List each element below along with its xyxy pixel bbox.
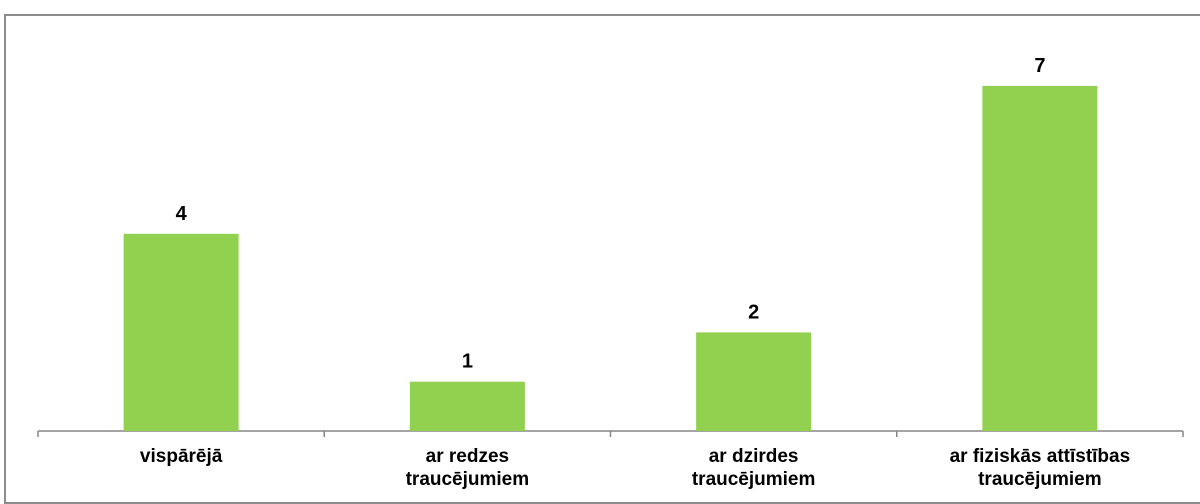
category-tick-label: ar redzes traucējumiem xyxy=(406,446,530,490)
bar-value-label: 2 xyxy=(748,301,759,323)
bar xyxy=(696,332,812,431)
bar-value-label: 1 xyxy=(462,351,473,373)
bar xyxy=(409,381,525,431)
category-tick-label: ar dzirdes traucējumiem xyxy=(692,446,816,490)
bar xyxy=(982,85,1098,432)
bar-value-label: 7 xyxy=(1034,55,1045,77)
category-tick-label: ar fiziskās attīstības traucējumiem xyxy=(950,446,1131,490)
bar-value-label: 4 xyxy=(176,203,188,225)
bar xyxy=(123,233,239,431)
category-tick-label: vispārējā xyxy=(140,446,223,467)
